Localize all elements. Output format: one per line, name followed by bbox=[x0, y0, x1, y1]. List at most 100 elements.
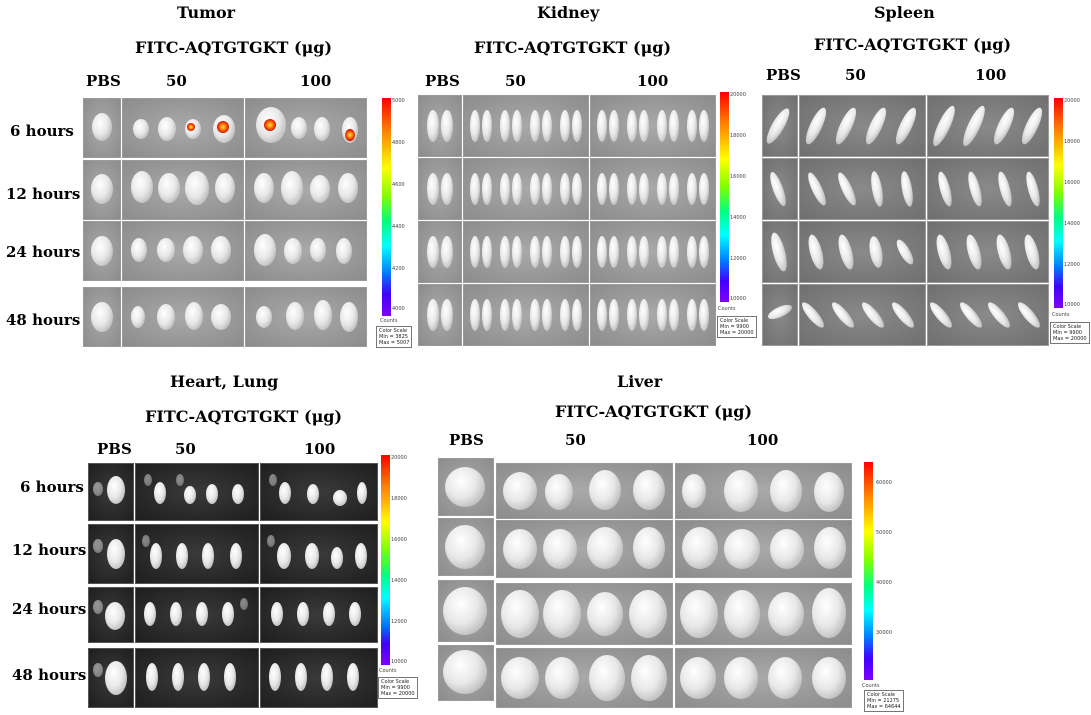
counts-label: Counts bbox=[380, 318, 398, 324]
col-header-pbs: PBS bbox=[97, 440, 132, 458]
heart-lung-image-pbs-12h bbox=[88, 524, 134, 584]
agent-title-heart-lung: FITC-AQTGTGKT (μg) bbox=[145, 407, 343, 426]
scale-tick: 4200 bbox=[392, 266, 405, 272]
heart-lung-image-50-12h bbox=[135, 524, 259, 584]
tumor-image-pbs-48h bbox=[83, 287, 121, 347]
scale-tick: 12000 bbox=[1064, 262, 1080, 268]
scale-tick: 20000 bbox=[730, 92, 746, 98]
kidney-image-100-6h bbox=[590, 95, 716, 157]
scale-tick: 16000 bbox=[391, 537, 407, 543]
agent-title-spleen: FITC-AQTGTGKT (μg) bbox=[814, 35, 1012, 54]
color-scale-bar-kidney bbox=[720, 92, 729, 302]
row-header-12h: 12 hours bbox=[6, 185, 81, 203]
liver-image-pbs-24h bbox=[438, 580, 494, 642]
scale-tick: 20000 bbox=[391, 455, 407, 461]
color-scale-legend-tumor: Color Scale Min = 3825 Max = 5007 bbox=[376, 326, 413, 348]
col-header-pbs: PBS bbox=[766, 66, 801, 84]
liver-image-50-48h bbox=[496, 648, 673, 708]
col-header-100: 100 bbox=[747, 431, 779, 449]
color-scale-legend-spleen: Color Scale Min = 9900 Max = 20000 bbox=[1050, 322, 1090, 344]
col-header-pbs: PBS bbox=[425, 72, 460, 90]
counts-label: Counts bbox=[718, 306, 736, 312]
tumor-image-50-48h bbox=[122, 287, 244, 347]
spleen-image-pbs-12h bbox=[762, 158, 798, 220]
row-header-12h: 12 hours bbox=[12, 541, 87, 559]
scale-tick: 4000 bbox=[392, 306, 405, 312]
scale-tick: 18000 bbox=[391, 496, 407, 502]
heart-lung-image-50-24h bbox=[135, 587, 259, 643]
counts-label: Counts bbox=[862, 683, 880, 689]
organ-title-heart-lung: Heart, Lung bbox=[170, 372, 279, 391]
scale-tick: 16000 bbox=[1064, 180, 1080, 186]
liver-image-50-24h bbox=[496, 583, 673, 645]
scale-tick: 14000 bbox=[391, 578, 407, 584]
tumor-image-50-6h bbox=[122, 98, 244, 158]
agent-title-tumor: FITC-AQTGTGKT (μg) bbox=[135, 38, 333, 57]
liver-image-100-24h bbox=[675, 583, 852, 645]
col-header-pbs: PBS bbox=[86, 72, 121, 90]
scale-tick: 5000 bbox=[392, 98, 405, 104]
kidney-image-50-6h bbox=[463, 95, 589, 157]
col-header-100: 100 bbox=[304, 440, 336, 458]
col-header-pbs: PBS bbox=[449, 431, 484, 449]
row-header-48h: 48 hours bbox=[6, 311, 81, 329]
tumor-image-100-12h bbox=[245, 160, 367, 220]
agent-title-kidney: FITC-AQTGTGKT (μg) bbox=[474, 38, 672, 57]
scale-tick: 18000 bbox=[730, 133, 746, 139]
scale-tick: 18000 bbox=[1064, 139, 1080, 145]
liver-image-pbs-6h bbox=[438, 458, 494, 516]
scale-tick: 10000 bbox=[1064, 302, 1080, 308]
scale-tick: 12000 bbox=[391, 619, 407, 625]
color-scale-bar-liver bbox=[864, 462, 873, 680]
spleen-image-50-6h bbox=[799, 95, 926, 157]
scale-tick: 60000 bbox=[876, 480, 892, 486]
organ-title-tumor: Tumor bbox=[177, 3, 236, 22]
kidney-image-100-24h bbox=[590, 221, 716, 283]
scale-tick: 12000 bbox=[730, 256, 746, 262]
heart-lung-image-pbs-24h bbox=[88, 587, 134, 643]
kidney-image-100-48h bbox=[590, 284, 716, 346]
color-scale-bar-heart-lung bbox=[381, 455, 390, 665]
color-scale-legend-kidney: Color Scale Min = 9900 Max = 20000 bbox=[717, 316, 757, 338]
liver-image-100-6h bbox=[675, 463, 852, 519]
row-header-6h: 6 hours bbox=[20, 478, 84, 496]
scale-tick: 16000 bbox=[730, 174, 746, 180]
agent-title-liver: FITC-AQTGTGKT (μg) bbox=[555, 402, 753, 421]
spleen-image-100-12h bbox=[927, 158, 1049, 220]
row-header-6h: 6 hours bbox=[10, 122, 74, 140]
counts-label: Counts bbox=[1052, 312, 1070, 318]
kidney-image-pbs-24h bbox=[418, 221, 462, 283]
col-header-50: 50 bbox=[845, 66, 866, 84]
kidney-image-pbs-6h bbox=[418, 95, 462, 157]
liver-image-pbs-48h bbox=[438, 645, 494, 701]
kidney-image-pbs-12h bbox=[418, 158, 462, 220]
spleen-image-100-6h bbox=[927, 95, 1049, 157]
row-header-24h: 24 hours bbox=[6, 243, 81, 261]
scale-tick: 20000 bbox=[1064, 98, 1080, 104]
scale-tick: 40000 bbox=[876, 580, 892, 586]
tumor-image-100-6h bbox=[245, 98, 367, 158]
organ-title-kidney: Kidney bbox=[537, 3, 600, 22]
heart-lung-image-50-6h bbox=[135, 463, 259, 521]
spleen-image-50-24h bbox=[799, 221, 926, 283]
tumor-image-100-48h bbox=[245, 287, 367, 347]
spleen-image-100-48h bbox=[927, 284, 1049, 346]
spleen-image-pbs-48h bbox=[762, 284, 798, 346]
spleen-image-50-12h bbox=[799, 158, 926, 220]
col-header-50: 50 bbox=[166, 72, 187, 90]
scale-tick: 14000 bbox=[1064, 221, 1080, 227]
tumor-image-pbs-24h bbox=[83, 221, 121, 281]
col-header-50: 50 bbox=[175, 440, 196, 458]
tumor-image-pbs-6h bbox=[83, 98, 121, 158]
scale-tick: 4400 bbox=[392, 224, 405, 230]
kidney-image-50-24h bbox=[463, 221, 589, 283]
col-header-100: 100 bbox=[975, 66, 1007, 84]
scale-tick: 50000 bbox=[876, 530, 892, 536]
heart-lung-image-100-12h bbox=[260, 524, 378, 584]
spleen-image-pbs-24h bbox=[762, 221, 798, 283]
tumor-image-50-24h bbox=[122, 221, 244, 281]
heart-lung-image-50-48h bbox=[135, 648, 259, 708]
liver-image-50-6h bbox=[496, 463, 673, 519]
liver-image-50-12h bbox=[496, 520, 673, 578]
organ-title-spleen: Spleen bbox=[874, 3, 935, 22]
